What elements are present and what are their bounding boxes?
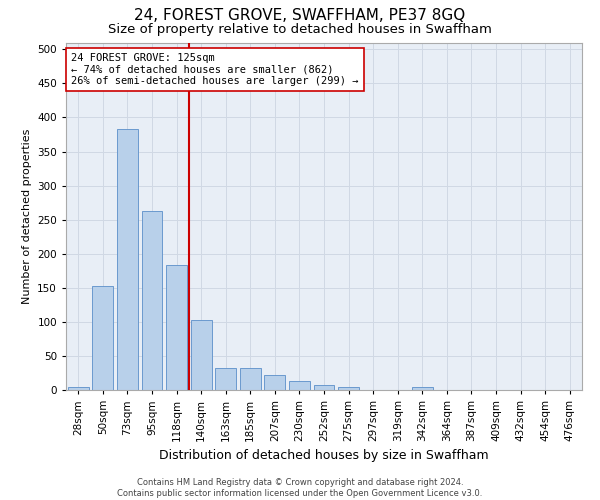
Bar <box>265 375 286 390</box>
Text: 24 FOREST GROVE: 125sqm
← 74% of detached houses are smaller (862)
26% of semi-d: 24 FOREST GROVE: 125sqm ← 74% of detache… <box>71 53 359 86</box>
Bar <box>412 386 433 390</box>
Bar <box>215 368 236 390</box>
Bar <box>117 129 138 390</box>
Bar <box>191 320 212 390</box>
Bar <box>92 286 113 390</box>
Y-axis label: Number of detached properties: Number of detached properties <box>22 128 32 304</box>
Text: 24, FOREST GROVE, SWAFFHAM, PE37 8GQ: 24, FOREST GROVE, SWAFFHAM, PE37 8GQ <box>134 8 466 22</box>
Text: Size of property relative to detached houses in Swaffham: Size of property relative to detached ho… <box>108 22 492 36</box>
Bar <box>240 368 261 390</box>
Bar <box>68 386 89 390</box>
Bar <box>289 381 310 390</box>
X-axis label: Distribution of detached houses by size in Swaffham: Distribution of detached houses by size … <box>159 450 489 462</box>
Bar <box>314 384 334 390</box>
Text: Contains HM Land Registry data © Crown copyright and database right 2024.
Contai: Contains HM Land Registry data © Crown c… <box>118 478 482 498</box>
Bar <box>142 211 163 390</box>
Bar <box>338 386 359 390</box>
Bar <box>166 266 187 390</box>
